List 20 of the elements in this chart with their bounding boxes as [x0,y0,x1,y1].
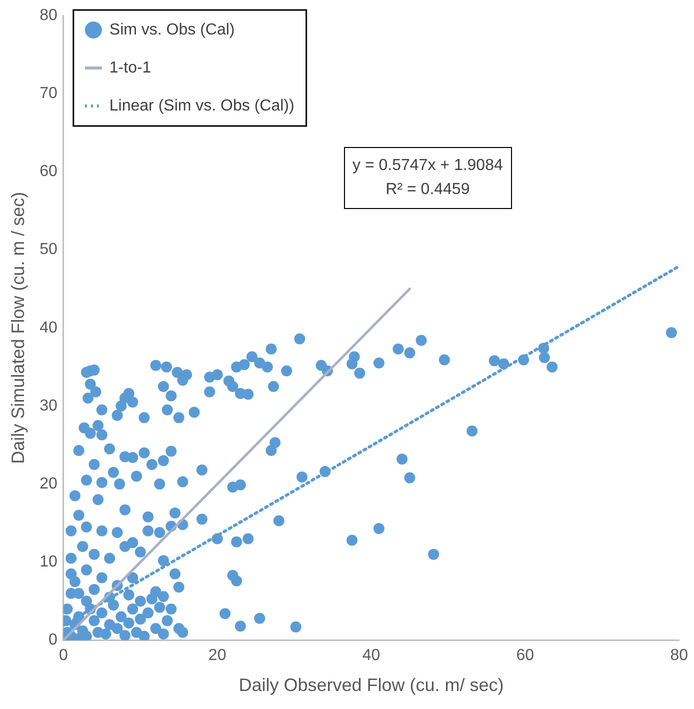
legend-label: 1-to-1 [109,59,152,76]
legend-label: Linear (Sim vs. Obs (Cal)) [109,97,294,114]
x-tick-label: 60 [516,647,534,664]
legend-label: Sim vs. Obs (Cal) [109,21,235,38]
y-axis-title: Daily Simulated Flow (cu. m / sec) [8,192,28,464]
annotation: R² = 0.4459 [384,180,471,200]
x-axis-title: Daily Observed Flow (cu. m/ sec) [238,675,504,696]
y-tick-label: 80 [40,7,58,24]
x-tick-label: 80 [670,647,688,664]
y-tick-label: 60 [40,163,58,180]
x-tick-label: 40 [362,647,380,664]
annotation: y = 0.5747x + 1.9084 [352,156,503,176]
y-tick-label: 30 [40,397,58,414]
y-tick-label: 40 [40,319,58,336]
y-tick-label: 20 [40,475,58,492]
y-tick-label: 70 [40,85,58,102]
x-tick-label: 20 [208,647,226,664]
y-tick-label: 10 [40,554,58,571]
y-tick-label: 50 [40,241,58,258]
y-tick-label: 0 [48,632,58,649]
